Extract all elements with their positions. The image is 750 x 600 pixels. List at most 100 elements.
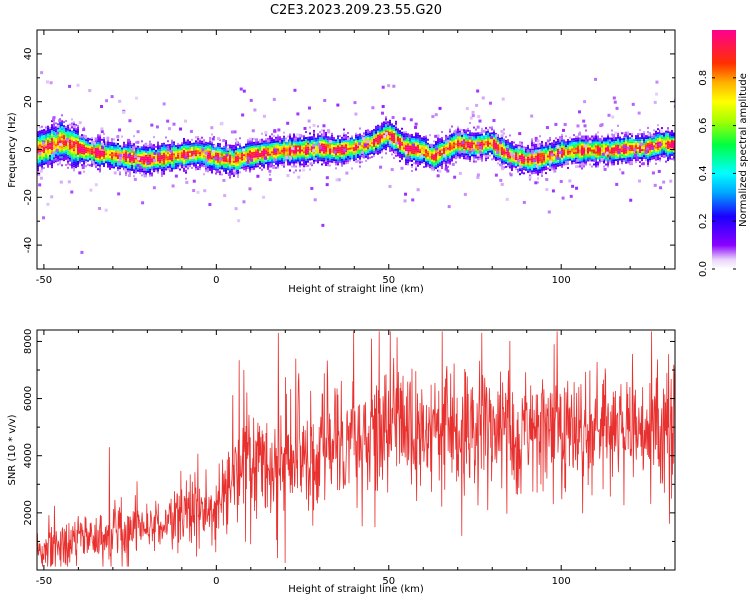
- spectrogram-cell: [461, 128, 463, 131]
- spectrogram-cell: [41, 131, 43, 134]
- spectrogram-cell: [399, 146, 401, 149]
- spectrogram-cell: [539, 153, 541, 156]
- spectrogram-cell: [261, 154, 263, 157]
- spectrogram-cell: [475, 144, 477, 147]
- spectrogram-cell: [385, 116, 387, 119]
- spectrogram-cell: [497, 156, 499, 159]
- spectrogram-cell: [183, 143, 185, 146]
- spectrogram-cell: [135, 149, 137, 152]
- spectrogram-cell: [285, 145, 287, 148]
- spectrogram-cell: [47, 145, 49, 148]
- spectrogram-cell: [425, 145, 427, 148]
- spectrogram-cell: [455, 151, 457, 154]
- spectrogram-cell: [375, 143, 377, 146]
- spectrogram-cell: [447, 153, 449, 156]
- spectrogram-cell: [351, 151, 353, 154]
- spectrogram-cell: [83, 156, 85, 159]
- spectrogram-cell: [609, 151, 611, 154]
- spectrogram-cell: [615, 139, 617, 142]
- spectrogram-cell: [315, 159, 317, 162]
- spectrogram-cell: [163, 160, 165, 163]
- spectrogram-cell: [315, 139, 317, 142]
- spectrogram-cell: [373, 142, 375, 145]
- spectrogram-cell: [393, 135, 395, 138]
- spectrogram-cell: [509, 142, 511, 145]
- spectrogram-cell: [291, 141, 293, 144]
- spectrogram-cell: [211, 169, 213, 172]
- spectrogram-cell: [153, 156, 155, 159]
- spectrogram-cell: [443, 159, 445, 162]
- spectrogram-cell: [167, 168, 169, 171]
- spectrogram-cell: [373, 152, 375, 155]
- spectrogram-cell: [267, 153, 269, 156]
- spectrogram-cell: [605, 149, 607, 152]
- spectrogram-cell: [425, 157, 427, 160]
- spectrogram-cell: [173, 165, 175, 168]
- spectrogram-cell: [191, 160, 193, 163]
- spectrogram-cell: [267, 161, 269, 164]
- spectrogram-cell: [561, 165, 563, 168]
- spectrogram-cell: [255, 153, 257, 156]
- spectrogram-cell: [623, 153, 625, 156]
- spectrogram-cell: [593, 163, 595, 166]
- spectrogram-cell: [163, 166, 165, 169]
- spectrogram-cell: [385, 152, 387, 155]
- spectrogram-cell: [115, 148, 117, 151]
- spectrogram-cell: [185, 143, 187, 146]
- spectrogram-cell: [151, 172, 153, 175]
- spectrogram-cell: [115, 164, 117, 167]
- spectrogram-cell: [299, 143, 301, 146]
- spectrogram-cell: [433, 162, 435, 165]
- spectrogram-cell: [463, 133, 465, 136]
- spectrogram-cell: [43, 129, 45, 132]
- spectrogram-cell: [533, 162, 535, 165]
- spectrogram-cell: [71, 134, 73, 137]
- spectrogram-cell: [305, 161, 307, 164]
- spectrogram-cell: [641, 151, 643, 154]
- spectrogram-cell: [187, 167, 189, 170]
- spectrogram-cell: [557, 142, 559, 145]
- spectrogram-cell: [437, 155, 439, 158]
- spectrogram-cell: [503, 160, 505, 163]
- spectrogram-cell: [103, 141, 105, 144]
- spectrogram-cell: [427, 150, 429, 153]
- spectrogram-cell: [161, 145, 163, 148]
- spectrogram-cell: [671, 152, 673, 155]
- spectrogram-cell: [585, 153, 587, 156]
- spectrogram-cell: [239, 159, 241, 162]
- spectrogram-cell: [289, 133, 291, 136]
- spectrogram-cell: [295, 135, 297, 138]
- spectrogram-cell: [525, 158, 527, 161]
- spectrogram-cell: [457, 126, 459, 129]
- spectrogram-cell: [627, 161, 629, 164]
- spectrogram-cell: [219, 167, 221, 170]
- spectrogram-cell: [393, 127, 395, 130]
- spectrogram-cell: [49, 142, 51, 145]
- spectrogram-cell: [397, 138, 399, 141]
- spectrogram-cell: [87, 149, 89, 152]
- spectrogram-cell: [599, 155, 601, 158]
- spectrogram-cell: [249, 146, 251, 149]
- spectrogram-cell: [55, 144, 57, 147]
- spectrogram-cell: [297, 157, 299, 160]
- spectrogram-cell: [277, 134, 279, 137]
- spectrogram-speckle: [68, 84, 72, 88]
- spectrogram-cell: [505, 157, 507, 160]
- spectrogram-cell: [415, 138, 417, 141]
- spectrogram-cell: [263, 154, 265, 157]
- spectrogram-cell: [113, 160, 115, 163]
- spectrogram-cell: [437, 163, 439, 166]
- spectrogram-cell: [169, 143, 171, 146]
- spectrogram-cell: [531, 158, 533, 161]
- spectrogram-cell: [265, 134, 267, 137]
- spectrogram-cell: [541, 170, 543, 173]
- spectrogram-cell: [97, 160, 99, 163]
- spectrogram-cell: [339, 155, 341, 158]
- spectrogram-cell: [305, 145, 307, 148]
- spectrogram-cell: [479, 142, 481, 145]
- spectrogram-cell: [663, 134, 665, 137]
- spectrogram-cell: [357, 140, 359, 143]
- spectrogram-cell: [485, 139, 487, 142]
- spectrogram-cell: [627, 151, 629, 154]
- spectrogram-cell: [51, 140, 53, 143]
